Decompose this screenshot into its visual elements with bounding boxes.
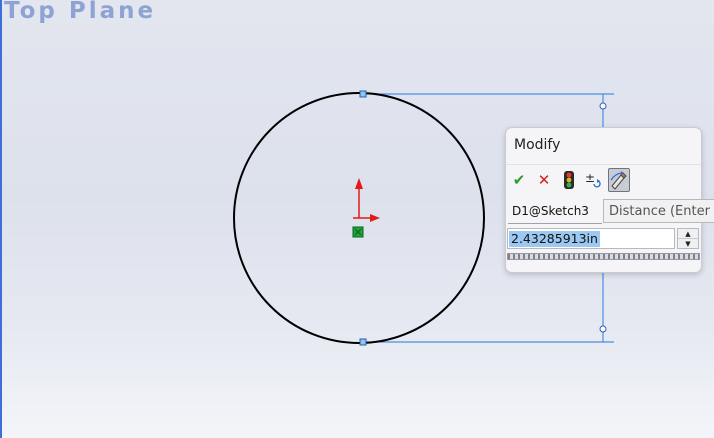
x-icon: ✕ bbox=[537, 171, 551, 189]
viewport-border bbox=[0, 0, 2, 438]
dialog-title: Modify bbox=[514, 137, 561, 153]
origin-point-mark-2 bbox=[354, 228, 362, 236]
circle-endpoint-bottom[interactable] bbox=[359, 338, 367, 346]
spin-down-button[interactable]: ▼ bbox=[678, 239, 698, 248]
dialog-toolbar: ✔ ✕ ± bbox=[508, 168, 630, 192]
dimension-arrow-bottom[interactable] bbox=[599, 325, 607, 333]
dialog-title-separator bbox=[506, 164, 701, 165]
checkmark-icon: ✔ bbox=[512, 171, 526, 189]
traffic-light-icon bbox=[564, 171, 574, 189]
reverse-sense-button[interactable]: ± bbox=[583, 168, 605, 192]
dimension-name: D1@Sketch3 bbox=[512, 204, 589, 218]
dimension-name-underline bbox=[508, 223, 602, 224]
dimension-value-text[interactable]: 2.43285913in bbox=[509, 231, 600, 247]
dimension-value-input[interactable]: 2.43285913in bbox=[507, 228, 675, 249]
sketch-circle[interactable] bbox=[233, 92, 485, 344]
spin-up-button[interactable]: ▲ bbox=[678, 229, 698, 239]
dimension-arrow-top[interactable] bbox=[599, 102, 607, 110]
rebuild-button[interactable] bbox=[558, 168, 580, 192]
svg-text:±: ± bbox=[585, 171, 595, 185]
plus-minus-arrow-icon: ± bbox=[585, 171, 601, 188]
thumbwheel[interactable] bbox=[507, 253, 700, 260]
dimension-pencil-icon bbox=[610, 171, 627, 190]
ok-button[interactable]: ✔ bbox=[508, 168, 530, 192]
circle-endpoint-top[interactable] bbox=[359, 90, 367, 98]
mark-dimension-button[interactable] bbox=[608, 168, 630, 192]
origin-y-arrow-icon bbox=[355, 178, 363, 189]
cancel-button[interactable]: ✕ bbox=[533, 168, 555, 192]
tooltip: Distance (Enter a bbox=[603, 199, 714, 223]
sketch-origin bbox=[352, 178, 380, 238]
value-spinner[interactable]: ▲ ▼ bbox=[677, 228, 699, 249]
triangle-up-icon: ▲ bbox=[685, 229, 691, 238]
triangle-down-icon: ▼ bbox=[685, 239, 691, 248]
plane-label: Top Plane bbox=[4, 0, 157, 24]
origin-x-arrow-icon bbox=[370, 214, 380, 222]
